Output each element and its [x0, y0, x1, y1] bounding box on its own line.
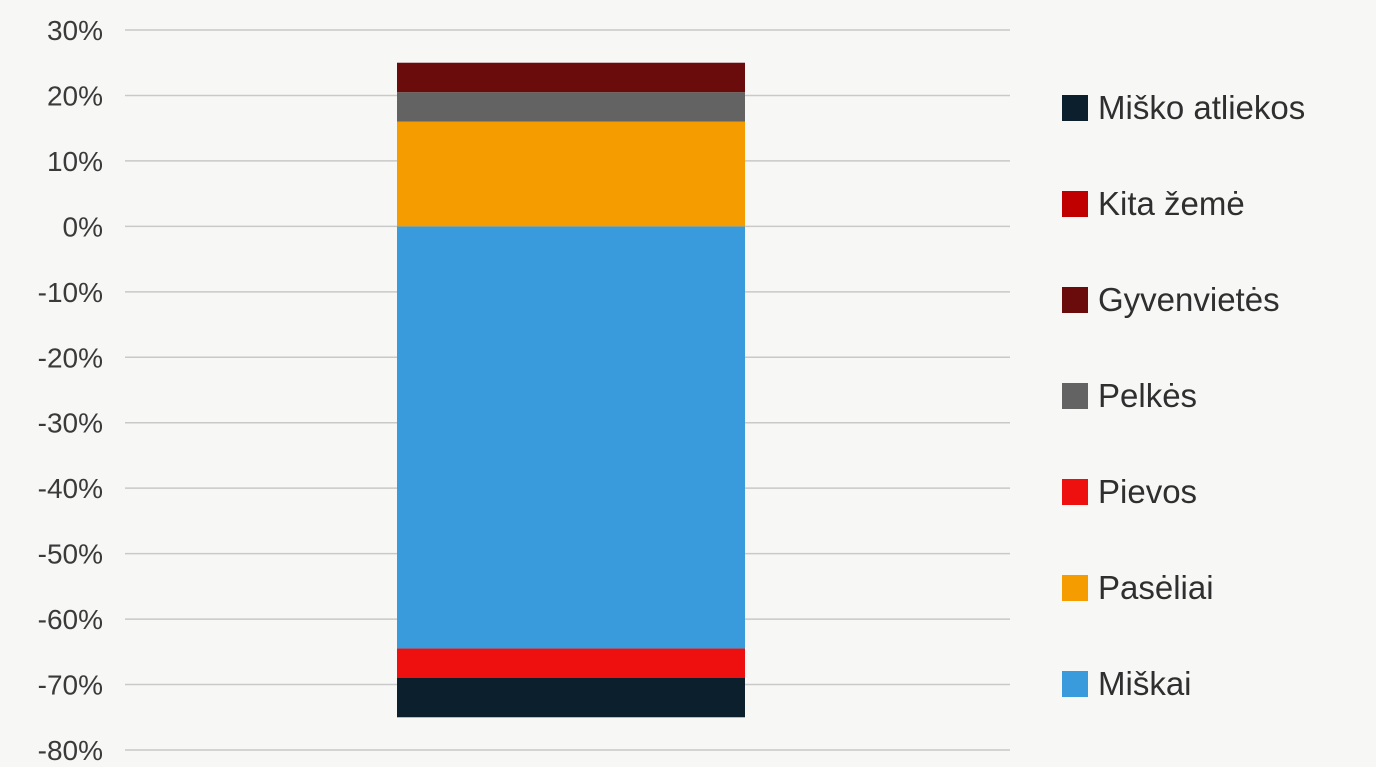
y-tick-label: -40%: [38, 473, 103, 504]
legend-label: Pasėliai: [1098, 569, 1214, 606]
y-tick-label: -60%: [38, 604, 103, 635]
bar-segment-mi-kai: [397, 226, 745, 649]
legend-item: Pasėliai: [1062, 568, 1214, 608]
legend-swatch: [1062, 575, 1088, 601]
legend-label: Pelkės: [1098, 377, 1198, 414]
legend-swatch: [1062, 95, 1088, 121]
legend-swatch: [1062, 191, 1088, 217]
legend-swatch: [1062, 671, 1088, 697]
y-axis-tick-labels: 30% 20% 10% 0% -10% -20% -30% -40% -50% -60% -70% -…: [38, 15, 103, 766]
y-tick-label: -30%: [38, 408, 103, 439]
y-tick-label: 30%: [47, 15, 103, 46]
legend-item: Pelkės: [1062, 376, 1197, 416]
y-tick-label: -80%: [38, 735, 103, 766]
legend-label: Miškai: [1098, 665, 1192, 702]
stacked-bar: [397, 62, 745, 718]
y-tick-label: -50%: [38, 539, 103, 570]
legend-item: Gyvenvietės: [1062, 280, 1280, 320]
legend-label: Miško atliekos: [1098, 89, 1306, 126]
bar-segment-gyvenviet-s: [397, 62, 745, 93]
y-tick-label: 20%: [47, 80, 103, 111]
legend-label: Gyvenvietės: [1098, 281, 1280, 318]
legend-label: Pievos: [1098, 473, 1198, 510]
legend-swatch: [1062, 479, 1088, 505]
y-tick-label: -70%: [38, 670, 103, 701]
legend: Miško atliekos Kita žemė Gyvenvietės Pelkės…: [1062, 0, 1372, 767]
bar-segment-pievos: [397, 648, 745, 678]
bar-segment-pelk-s: [397, 92, 745, 122]
y-tick-label: 0%: [63, 211, 103, 242]
legend-item: Pievos: [1062, 472, 1197, 512]
legend-item: Miško atliekos: [1062, 88, 1305, 128]
legend-swatch: [1062, 383, 1088, 409]
legend-label: Kita žemė: [1098, 185, 1245, 222]
bar-segment-mi-ko-atliekos: [397, 678, 745, 718]
bar-segment-pas-liai: [397, 121, 745, 227]
legend-item: Miškai: [1062, 664, 1192, 704]
legend-swatch: [1062, 287, 1088, 313]
y-tick-label: 10%: [47, 146, 103, 177]
y-tick-label: -20%: [38, 342, 103, 373]
y-tick-label: -10%: [38, 277, 103, 308]
legend-item: Kita žemė: [1062, 184, 1245, 224]
